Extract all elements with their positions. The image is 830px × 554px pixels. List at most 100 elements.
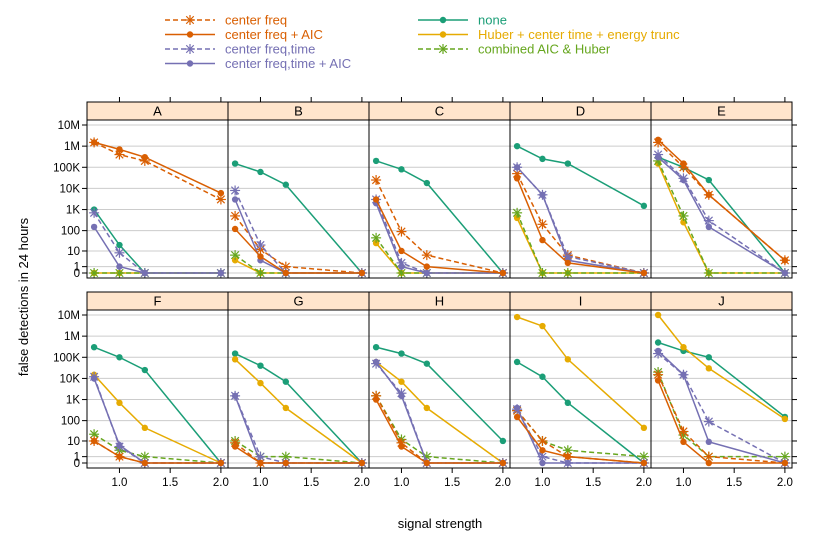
data-point-cfta: [141, 269, 149, 277]
series-line-cft: [375, 199, 503, 274]
panel-C: C: [368, 101, 511, 279]
data-point-cfta: [781, 269, 789, 277]
data-point-huber: [257, 379, 264, 387]
data-point-none: [398, 350, 405, 357]
data-point-cfa: [282, 269, 290, 277]
panel-G: G: [227, 291, 370, 469]
series-line-comb: [375, 395, 503, 464]
data-point-cf: [421, 250, 432, 261]
data-point-cfa: [539, 447, 546, 454]
data-point-cfa: [372, 396, 380, 403]
data-point-none: [654, 339, 662, 346]
legend-item-left-3: center freq,time + AIC: [165, 56, 351, 71]
data-point-huber: [423, 404, 431, 412]
data-point-huber: [398, 378, 405, 385]
x-tick-label: 2.0: [213, 477, 229, 489]
data-point-cfa: [513, 175, 521, 182]
data-point-cf: [537, 435, 548, 446]
series-line-none: [234, 352, 363, 464]
data-point-none: [539, 373, 546, 380]
y-tick-label: 1: [74, 452, 80, 464]
series-line-cfa: [657, 139, 786, 261]
series-line-cfta: [657, 156, 786, 274]
legend-marker: [439, 31, 447, 38]
series-line-none: [516, 145, 645, 207]
x-axis-title: signal strength: [398, 516, 483, 531]
data-point-none: [282, 378, 290, 385]
data-point-cfa: [680, 160, 687, 167]
panel-B: B: [227, 101, 370, 279]
series-line-cft: [93, 212, 221, 274]
panel-frame: [650, 309, 793, 469]
data-point-none: [282, 181, 290, 188]
x-tick-label: 1.0: [252, 477, 268, 489]
data-point-cfta: [90, 223, 98, 231]
y-tick-label: 100K: [53, 162, 80, 174]
data-point-cfa: [217, 189, 225, 197]
series-line-cfta: [516, 407, 644, 464]
data-point-cft: [114, 247, 125, 258]
data-point-none: [513, 142, 521, 150]
data-point-none: [564, 399, 572, 407]
legend-label: center freq + AIC: [225, 27, 323, 42]
series-line-cfta: [234, 395, 362, 464]
data-point-cfa: [781, 257, 789, 264]
data-point-cfta: [680, 371, 687, 378]
series-line-cfa: [93, 440, 221, 464]
data-point-huber: [705, 365, 713, 372]
data-point-none: [90, 343, 98, 351]
series-line-cf: [375, 395, 503, 464]
data-point-cfa: [231, 443, 239, 450]
data-point-cfta: [539, 459, 546, 467]
series-line-huber: [657, 314, 786, 420]
data-point-cfa: [499, 459, 507, 467]
data-point-cfta: [423, 269, 431, 277]
data-point-comb: [779, 451, 790, 462]
data-point-huber: [116, 399, 123, 407]
x-tick-label: 2.0: [636, 477, 652, 489]
legend-marker: [185, 15, 195, 25]
panel-frame: [86, 309, 229, 469]
x-tick-label: 1.5: [726, 477, 742, 489]
series-line-comb: [516, 212, 644, 274]
series-line-cft: [93, 376, 221, 464]
panel-E: E: [650, 101, 793, 279]
y-tick-label: 100: [61, 226, 80, 238]
data-point-cfa: [90, 139, 98, 146]
series-line-none: [375, 160, 504, 274]
y-tick-label: 1M: [64, 331, 80, 343]
x-tick-label: 1.0: [111, 477, 127, 489]
data-point-cfa: [705, 459, 713, 467]
data-point-comb: [89, 268, 100, 278]
data-point-cf: [653, 369, 664, 380]
data-point-huber: [513, 313, 521, 321]
data-point-cfta: [539, 191, 546, 198]
data-point-cfa: [116, 146, 123, 153]
data-point-cf: [371, 175, 382, 186]
data-point-none: [423, 360, 431, 367]
x-tick-label: 1.0: [393, 477, 409, 489]
data-point-cfta: [90, 375, 98, 382]
data-point-comb: [537, 268, 548, 278]
data-point-none: [705, 354, 713, 361]
data-point-cfa: [398, 247, 405, 255]
panel-label: A: [153, 104, 162, 119]
panel-frame: [227, 309, 370, 469]
legend-item-left-1: center freq + AIC: [165, 27, 323, 42]
panel-label: H: [435, 294, 444, 309]
series-line-comb: [234, 440, 362, 464]
data-point-none: [372, 343, 380, 351]
series-line-cfa: [375, 399, 503, 464]
data-point-cfta: [116, 263, 123, 270]
data-point-cfa: [257, 253, 264, 260]
series-line-none: [93, 346, 222, 464]
data-point-cf: [396, 226, 407, 237]
y-tick-label: 10: [67, 436, 80, 448]
data-point-comb: [703, 268, 714, 278]
series-line-comb: [234, 254, 362, 274]
data-point-cfta: [654, 153, 662, 161]
panel-label: C: [435, 104, 444, 119]
y-axis-title: false detections in 24 hours: [16, 217, 31, 376]
panel-label: E: [717, 104, 726, 119]
data-point-cfa: [640, 459, 648, 467]
